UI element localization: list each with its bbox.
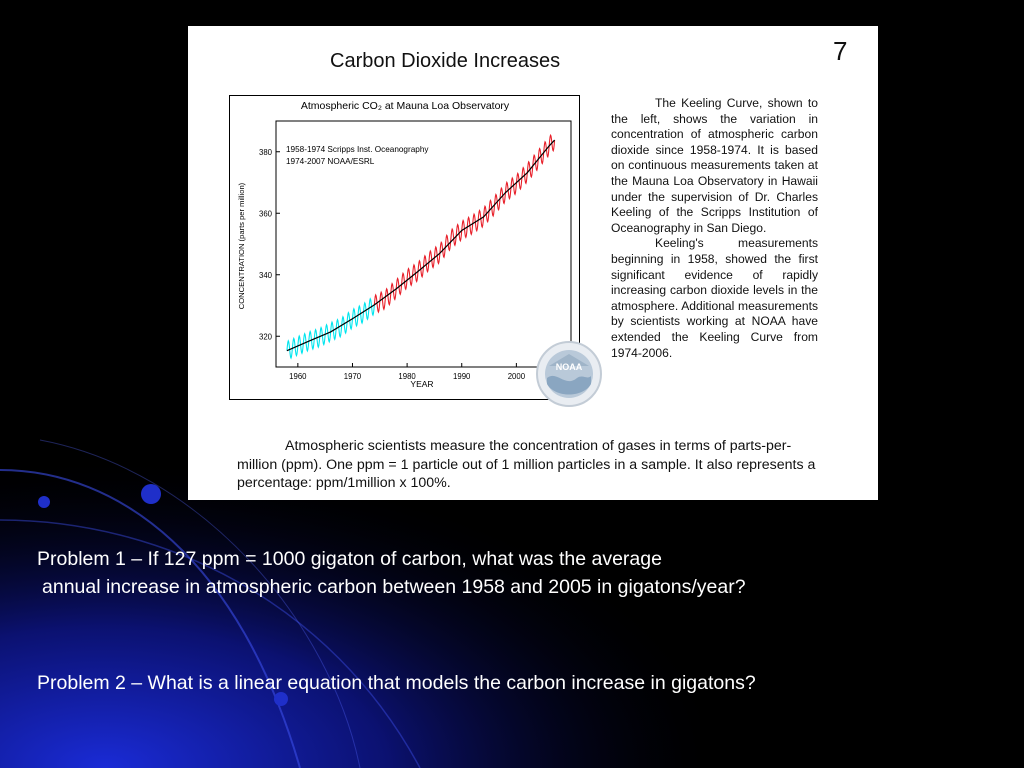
x-tick-label-0: 1960 [289,372,307,381]
page-title: Carbon Dioxide Increases [330,50,561,72]
problem-2: Problem 2 – What is a linear equation th… [37,672,756,694]
x-tick-label-2: 1980 [398,372,416,381]
ppm-explanation-text: Atmospheric scientists measure the conce… [237,438,816,491]
chart-title: Atmospheric CO₂ at Mauna Loa Observatory [301,100,510,112]
problem-1-line-2: annual increase in atmospheric carbon be… [42,576,746,598]
y-tick-label-2: 360 [259,209,273,218]
problem-1-line-1: Problem 1 – If 127 ppm = 1000 gigaton of… [37,548,662,570]
description-paragraph-2: Keeling's measurements beginning in 1958… [611,236,818,360]
x-axis-label: YEAR [410,379,433,389]
description-paragraph-1: The Keeling Curve, shown to the left, sh… [611,96,818,235]
y-tick-label-3: 380 [259,148,273,157]
noaa-logo: NOAA [535,340,603,408]
series-line-0 [286,297,375,360]
x-tick-label-1: 1970 [344,372,362,381]
series-line-2 [286,139,556,352]
chart-svg: Atmospheric CO₂ at Mauna Loa Observatory… [237,100,579,389]
ppm-explanation: Atmospheric scientists measure the conce… [237,437,827,493]
x-tick-label-3: 1990 [453,372,471,381]
legend-entry-noaa: 1974-2007 NOAA/ESRL [286,157,375,166]
plot-area-frame [275,120,572,368]
problem-1: Problem 1 – If 127 ppm = 1000 gigaton of… [37,545,997,601]
logo-text: NOAA [556,362,583,372]
y-axis-label: CONCENTRATION (parts per million) [237,182,246,309]
document-image: Carbon Dioxide Increases 7 Atmospheric C… [188,26,878,500]
page-number: 7 [833,36,848,66]
keeling-curve-chart: Atmospheric CO₂ at Mauna Loa Observatory… [229,95,602,407]
chart-series [286,133,556,360]
x-tick-label-4: 2000 [508,372,526,381]
keeling-description: The Keeling Curve, shown to the left, sh… [611,96,818,361]
y-tick-label-0: 320 [259,332,273,341]
y-tick-label-1: 340 [259,271,273,280]
legend-entry-scripps: 1958-1974 Scripps Inst. Oceanography [286,145,429,154]
